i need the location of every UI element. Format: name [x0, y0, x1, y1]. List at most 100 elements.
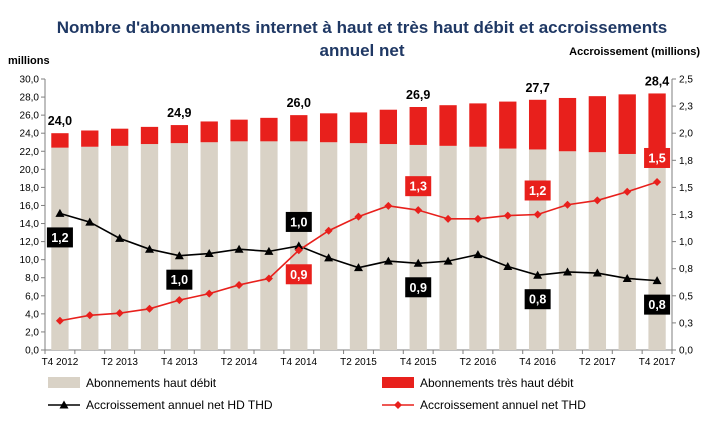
y-left-tick-label: 16,0 [20, 201, 40, 212]
y-left-tick-label: 2,0 [25, 327, 39, 338]
x-tick-label: T4 2015 [400, 357, 437, 368]
chart-title-line-2: annuel net [319, 41, 404, 60]
point-thd [563, 200, 572, 209]
label-thd: 1,3 [410, 180, 427, 194]
x-tick-label: T4 2014 [280, 357, 317, 368]
bar-tres-haut-debit [439, 105, 457, 146]
point-hd-thd [204, 249, 214, 258]
x-tick-label: T2 2015 [340, 357, 377, 368]
point-thd [324, 226, 333, 235]
point-thd [384, 201, 393, 210]
point-thd [653, 177, 662, 186]
point-hd-thd [413, 258, 423, 267]
point-hd-thd [652, 276, 662, 285]
point-hd-thd [55, 208, 65, 217]
point-thd [294, 246, 303, 255]
y-right-axis-label: Accroissement (millions) [569, 46, 700, 58]
bar-haut-debit [260, 141, 278, 350]
point-hd-thd [473, 250, 483, 259]
legend-label: Accroissement annuel net THD [420, 398, 586, 412]
x-tick-label: T4 2012 [42, 357, 79, 368]
total-label: 26,0 [287, 96, 311, 110]
y-right-tick-label: 0,5 [679, 291, 693, 302]
bar-haut-debit [528, 149, 547, 350]
x-tick-label: T2 2017 [579, 357, 616, 368]
bar-haut-debit [409, 144, 427, 350]
total-label: 24,9 [167, 106, 191, 120]
y-right-tick-label: 1,8 [679, 156, 693, 167]
bar-tres-haut-debit [290, 115, 308, 142]
point-hd-thd [145, 244, 154, 253]
point-hd-thd [354, 263, 363, 272]
x-tick-label: T2 2013 [101, 357, 138, 368]
total-label: 28,4 [645, 74, 669, 88]
bar-haut-debit [618, 153, 636, 350]
point-thd [533, 210, 542, 219]
y-left-tick-label: 20,0 [20, 165, 40, 176]
y-left-tick-label: 22,0 [20, 147, 40, 158]
point-thd [205, 289, 214, 298]
y-right-tick-label: 0,3 [679, 318, 693, 329]
legend-swatch [382, 377, 414, 388]
y-left-tick-label: 8,0 [25, 273, 39, 284]
bar-tres-haut-debit [499, 101, 517, 149]
y-right-tick-label: 1,3 [679, 210, 693, 221]
legend-label: Accroissement annuel net HD THD [86, 398, 273, 412]
y-left-tick-label: 30,0 [20, 75, 40, 86]
point-hd-thd [622, 273, 632, 282]
y-right-tick-label: 0,8 [679, 264, 693, 275]
point-thd [414, 206, 423, 215]
x-tick-label: T2 2014 [221, 357, 258, 368]
y-left-tick-label: 28,0 [20, 93, 40, 104]
bar-haut-debit [499, 148, 517, 350]
label-thd-box [405, 176, 432, 197]
point-hd-thd [294, 241, 304, 250]
point-thd [85, 311, 94, 320]
y-right-tick-label: 0,0 [679, 346, 693, 357]
label-hd-thd: 0,8 [648, 298, 665, 312]
bar-tres-haut-debit [81, 130, 99, 147]
x-tick-label: T4 2017 [639, 357, 676, 368]
x-tick-label: T4 2016 [519, 357, 556, 368]
point-thd [444, 214, 453, 223]
total-label: 27,7 [525, 81, 549, 95]
x-tick-label: T2 2016 [460, 357, 497, 368]
chart-title-line-1: Nombre d'abonnements internet à haut et … [57, 18, 668, 37]
label-hd-thd-box [46, 227, 73, 248]
point-hd-thd [533, 270, 543, 279]
label-hd-thd-box [405, 277, 432, 298]
bar-haut-debit [319, 142, 338, 350]
y-left-tick-label: 18,0 [20, 183, 40, 194]
label-hd-thd: 1,0 [171, 273, 188, 287]
label-thd: 0,9 [290, 268, 307, 282]
label-hd-thd-box [644, 294, 671, 315]
point-thd [115, 309, 124, 318]
bar-tres-haut-debit [469, 103, 487, 147]
label-thd-box [285, 264, 312, 285]
point-thd [145, 304, 154, 313]
y-right-tick-label: 2,3 [679, 102, 693, 113]
label-hd-thd-box [285, 211, 312, 232]
bar-tres-haut-debit [260, 117, 278, 142]
label-thd: 1,5 [648, 151, 665, 165]
point-thd [503, 211, 512, 220]
bar-haut-debit [588, 152, 607, 350]
legend-label: Abonnements haut débit [86, 376, 217, 390]
bar-tres-haut-debit [110, 128, 129, 146]
y-right-tick-label: 2,0 [679, 129, 693, 140]
point-hd-thd [592, 268, 602, 277]
bar-haut-debit [469, 146, 487, 350]
bar-tres-haut-debit [409, 107, 427, 145]
point-hd-thd [503, 262, 513, 271]
point-hd-thd [443, 256, 453, 265]
point-hd-thd [324, 253, 334, 262]
bar-tres-haut-debit [618, 94, 636, 154]
label-hd-thd: 0,9 [410, 281, 427, 295]
x-tick-label: T4 2013 [161, 357, 198, 368]
point-hd-thd [174, 251, 184, 260]
bar-tres-haut-debit [528, 99, 547, 150]
point-thd [354, 212, 363, 221]
bar-haut-debit [81, 146, 99, 350]
legend: Abonnements haut débit Abonnements très h… [48, 376, 586, 412]
